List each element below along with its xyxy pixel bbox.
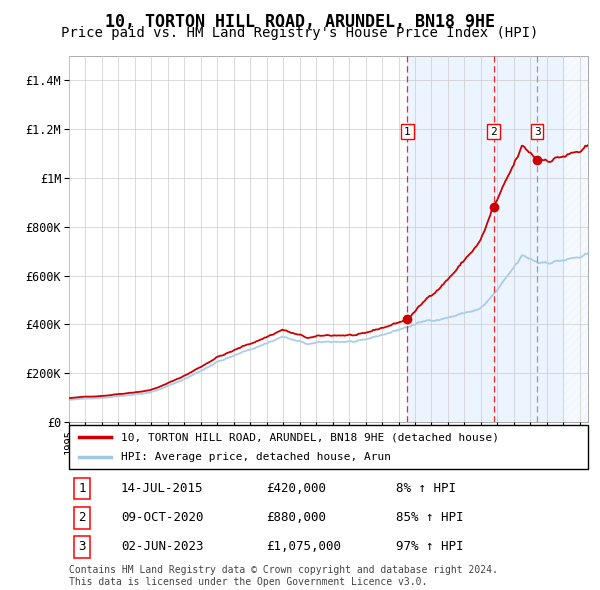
Text: 2: 2 bbox=[490, 127, 497, 137]
Text: 2: 2 bbox=[78, 511, 86, 525]
Text: Price paid vs. HM Land Registry's House Price Index (HPI): Price paid vs. HM Land Registry's House … bbox=[61, 26, 539, 40]
Text: £1,075,000: £1,075,000 bbox=[266, 540, 341, 553]
Text: 14-JUL-2015: 14-JUL-2015 bbox=[121, 482, 203, 495]
Text: 97% ↑ HPI: 97% ↑ HPI bbox=[396, 540, 463, 553]
Text: HPI: Average price, detached house, Arun: HPI: Average price, detached house, Arun bbox=[121, 452, 391, 461]
Text: 10, TORTON HILL ROAD, ARUNDEL, BN18 9HE (detached house): 10, TORTON HILL ROAD, ARUNDEL, BN18 9HE … bbox=[121, 432, 499, 442]
Text: 85% ↑ HPI: 85% ↑ HPI bbox=[396, 511, 463, 525]
Text: Contains HM Land Registry data © Crown copyright and database right 2024.
This d: Contains HM Land Registry data © Crown c… bbox=[69, 565, 498, 587]
Text: 02-JUN-2023: 02-JUN-2023 bbox=[121, 540, 203, 553]
Text: £420,000: £420,000 bbox=[266, 482, 326, 495]
Bar bbox=[407, 56, 563, 422]
Bar bbox=[563, 56, 588, 422]
Text: 09-OCT-2020: 09-OCT-2020 bbox=[121, 511, 203, 525]
Text: 1: 1 bbox=[78, 482, 86, 495]
Text: 3: 3 bbox=[78, 540, 86, 553]
Text: 1: 1 bbox=[404, 127, 411, 137]
Text: 8% ↑ HPI: 8% ↑ HPI bbox=[396, 482, 456, 495]
Text: 10, TORTON HILL ROAD, ARUNDEL, BN18 9HE: 10, TORTON HILL ROAD, ARUNDEL, BN18 9HE bbox=[105, 13, 495, 31]
Text: 3: 3 bbox=[534, 127, 541, 137]
Text: £880,000: £880,000 bbox=[266, 511, 326, 525]
